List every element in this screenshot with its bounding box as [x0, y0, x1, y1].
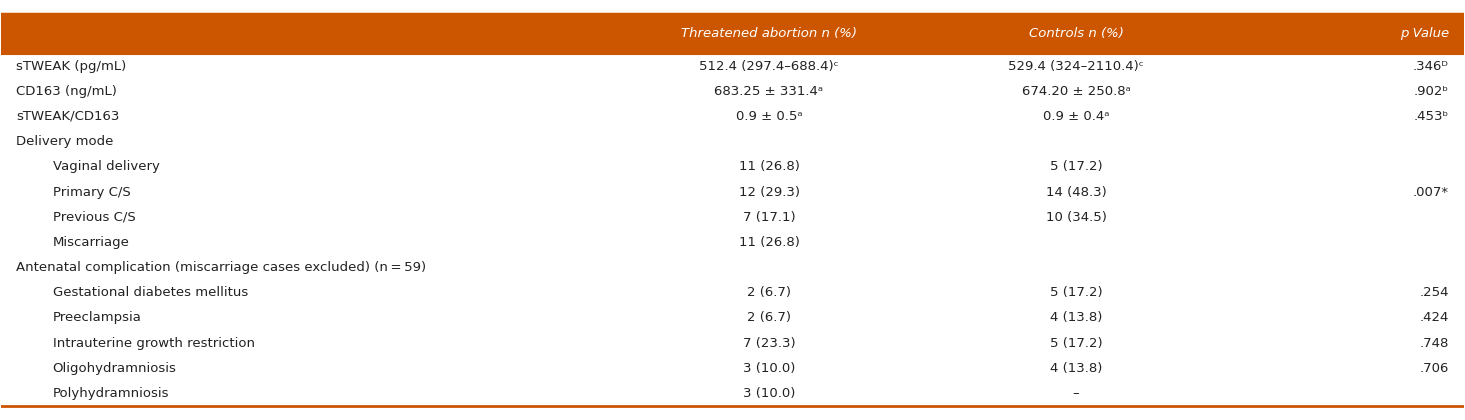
- Text: Gestational diabetes mellitus: Gestational diabetes mellitus: [53, 286, 248, 299]
- Text: 10 (34.5): 10 (34.5): [1046, 211, 1106, 224]
- Text: 3 (10.0): 3 (10.0): [743, 362, 795, 375]
- Text: 14 (48.3): 14 (48.3): [1046, 186, 1106, 199]
- Text: .346ᴰ: .346ᴰ: [1414, 60, 1449, 73]
- Text: p Value: p Value: [1401, 27, 1449, 40]
- Text: 529.4 (324–2110.4)ᶜ: 529.4 (324–2110.4)ᶜ: [1008, 60, 1144, 73]
- Text: Polyhydramniosis: Polyhydramniosis: [53, 387, 168, 400]
- Text: 2 (6.7): 2 (6.7): [747, 286, 791, 299]
- Text: .748: .748: [1420, 337, 1449, 349]
- Text: Antenatal complication (miscarriage cases excluded) (n = 59): Antenatal complication (miscarriage case…: [16, 261, 426, 274]
- Text: 2 (6.7): 2 (6.7): [747, 312, 791, 325]
- Text: Vaginal delivery: Vaginal delivery: [53, 160, 160, 173]
- Text: .453ᵇ: .453ᵇ: [1414, 110, 1449, 123]
- Text: 7 (23.3): 7 (23.3): [743, 337, 795, 349]
- Text: 0.9 ± 0.5ᵃ: 0.9 ± 0.5ᵃ: [735, 110, 803, 123]
- Text: .254: .254: [1420, 286, 1449, 299]
- Text: 5 (17.2): 5 (17.2): [1050, 160, 1103, 173]
- Text: .424: .424: [1420, 312, 1449, 325]
- Text: 0.9 ± 0.4ᵃ: 0.9 ± 0.4ᵃ: [1043, 110, 1109, 123]
- Text: .007*: .007*: [1412, 186, 1449, 199]
- Text: .902ᵇ: .902ᵇ: [1414, 85, 1449, 98]
- Text: 512.4 (297.4–688.4)ᶜ: 512.4 (297.4–688.4)ᶜ: [699, 60, 839, 73]
- Text: 683.25 ± 331.4ᵃ: 683.25 ± 331.4ᵃ: [715, 85, 823, 98]
- Text: Controls n (%): Controls n (%): [1028, 27, 1124, 40]
- Text: Preeclampsia: Preeclampsia: [53, 312, 142, 325]
- FancyBboxPatch shape: [1, 14, 1464, 53]
- Text: 11 (26.8): 11 (26.8): [738, 160, 800, 173]
- Text: Previous C/S: Previous C/S: [53, 211, 135, 224]
- Text: 5 (17.2): 5 (17.2): [1050, 286, 1103, 299]
- Text: Oligohydramniosis: Oligohydramniosis: [53, 362, 176, 375]
- Text: CD163 (ng/mL): CD163 (ng/mL): [16, 85, 117, 98]
- Text: 12 (29.3): 12 (29.3): [738, 186, 800, 199]
- Text: 674.20 ± 250.8ᵃ: 674.20 ± 250.8ᵃ: [1021, 85, 1131, 98]
- Text: .706: .706: [1420, 362, 1449, 375]
- Text: 4 (13.8): 4 (13.8): [1050, 312, 1102, 325]
- Text: 3 (10.0): 3 (10.0): [743, 387, 795, 400]
- Text: Primary C/S: Primary C/S: [53, 186, 130, 199]
- Text: 11 (26.8): 11 (26.8): [738, 236, 800, 249]
- Text: Delivery mode: Delivery mode: [16, 135, 113, 148]
- Text: –: –: [1072, 387, 1080, 400]
- Text: Threatened abortion n (%): Threatened abortion n (%): [681, 27, 857, 40]
- Text: sTWEAK/CD163: sTWEAK/CD163: [16, 110, 119, 123]
- Text: Miscarriage: Miscarriage: [53, 236, 129, 249]
- Text: 5 (17.2): 5 (17.2): [1050, 337, 1103, 349]
- Text: sTWEAK (pg/mL): sTWEAK (pg/mL): [16, 60, 126, 73]
- Text: 7 (17.1): 7 (17.1): [743, 211, 795, 224]
- Text: Intrauterine growth restriction: Intrauterine growth restriction: [53, 337, 255, 349]
- Text: 4 (13.8): 4 (13.8): [1050, 362, 1102, 375]
